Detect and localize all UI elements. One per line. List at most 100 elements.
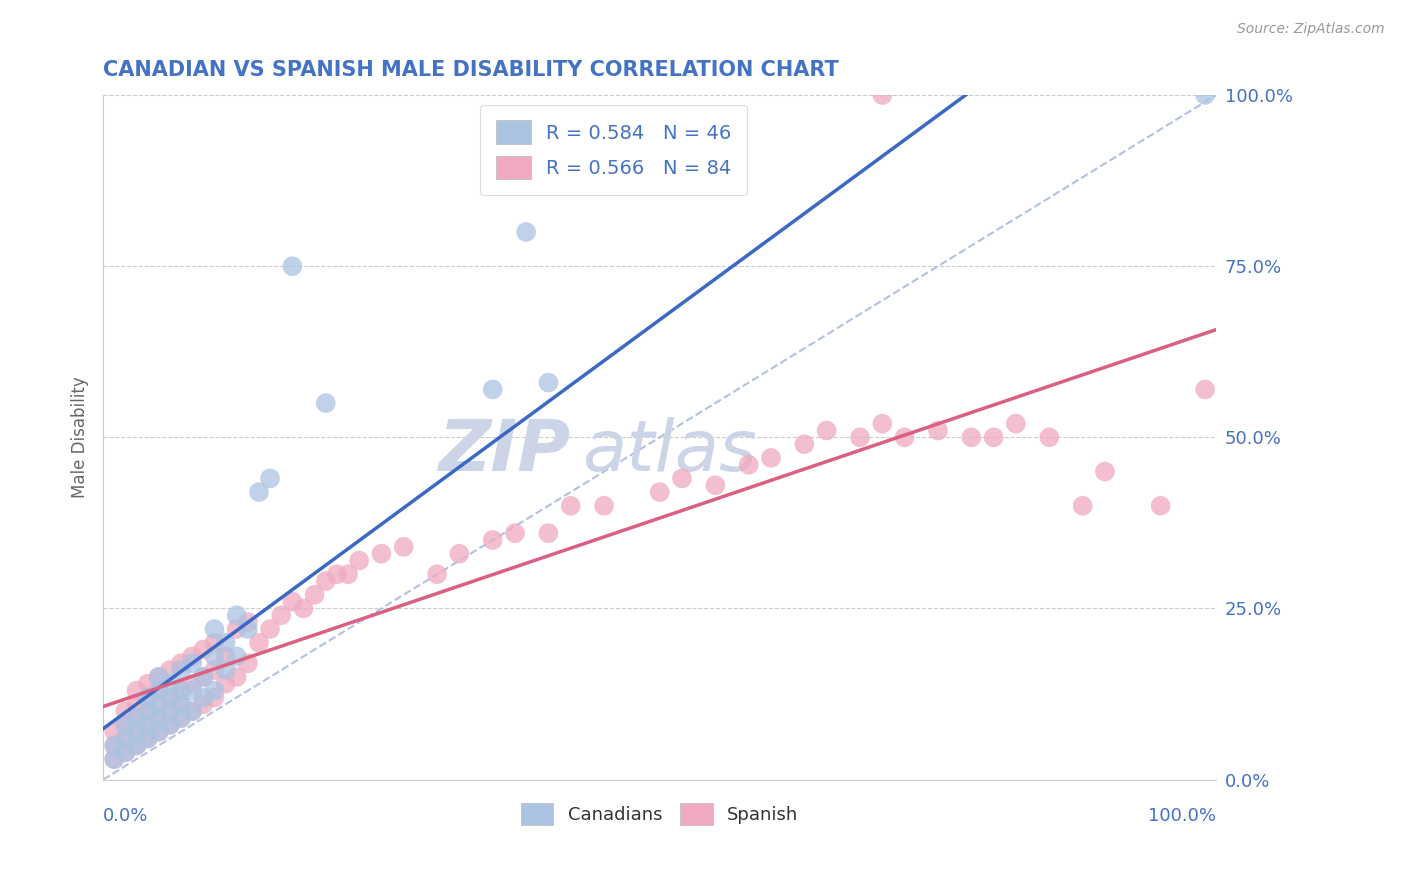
Point [103,724,125,739]
Point [148,683,170,698]
Point [236,615,259,629]
Point [326,567,349,582]
Point [259,622,281,636]
Point [170,683,193,698]
Point [481,383,503,397]
Point [136,704,159,718]
Point [170,683,193,698]
Point [503,526,526,541]
Point [193,670,215,684]
Text: atlas: atlas [582,417,756,485]
Point [204,622,226,636]
Point [136,718,159,732]
Point [125,683,148,698]
Point [181,649,204,664]
Point [125,724,148,739]
Point [648,485,671,500]
Point [136,677,159,691]
Point [103,752,125,766]
Text: 0.0%: 0.0% [103,807,149,825]
Point [1194,383,1216,397]
Point [893,430,915,444]
Point [125,739,148,753]
Point [247,485,270,500]
Point [214,663,236,677]
Point [270,608,292,623]
Point [370,547,392,561]
Point [181,683,204,698]
Point [537,526,560,541]
Point [159,718,181,732]
Point [347,553,370,567]
Point [1038,430,1060,444]
Point [426,567,449,582]
Point [960,430,983,444]
Point [136,731,159,746]
Point [793,437,815,451]
Point [449,547,471,561]
Point [671,471,693,485]
Point [225,622,247,636]
Point [148,711,170,725]
Point [170,698,193,712]
Point [103,739,125,753]
Point [247,636,270,650]
Point [204,683,226,698]
Point [136,690,159,705]
Point [181,704,204,718]
Point [927,424,949,438]
Point [170,711,193,725]
Point [281,259,304,273]
Point [259,471,281,485]
Point [170,698,193,712]
Point [193,690,215,705]
Point [170,657,193,671]
Point [159,677,181,691]
Point [148,724,170,739]
Point [148,698,170,712]
Point [125,698,148,712]
Point [125,724,148,739]
Point [1094,465,1116,479]
Point [872,417,894,431]
Point [125,711,148,725]
Point [1149,499,1171,513]
Point [159,663,181,677]
Point [593,499,616,513]
Point [114,731,136,746]
Point [204,649,226,664]
Point [159,690,181,705]
Point [481,533,503,547]
Point [170,663,193,677]
Point [136,718,159,732]
Y-axis label: Male Disability: Male Disability [72,376,89,499]
Point [560,499,582,513]
Point [125,739,148,753]
Point [1071,499,1094,513]
Point [1005,417,1028,431]
Point [315,396,337,410]
Point [193,642,215,657]
Point [148,698,170,712]
Point [204,636,226,650]
Point [159,704,181,718]
Point [236,657,259,671]
Point [392,540,415,554]
Point [148,724,170,739]
Text: 100.0%: 100.0% [1149,807,1216,825]
Point [292,601,315,615]
Point [148,670,170,684]
Point [181,704,204,718]
Point [159,690,181,705]
Point [114,718,136,732]
Point [337,567,360,582]
Point [738,458,761,472]
Point [214,649,236,664]
Point [759,450,782,465]
Point [114,745,136,759]
Legend: Canadians, Spanish: Canadians, Spanish [513,796,806,832]
Point [136,704,159,718]
Point [103,739,125,753]
Point [193,670,215,684]
Point [114,718,136,732]
